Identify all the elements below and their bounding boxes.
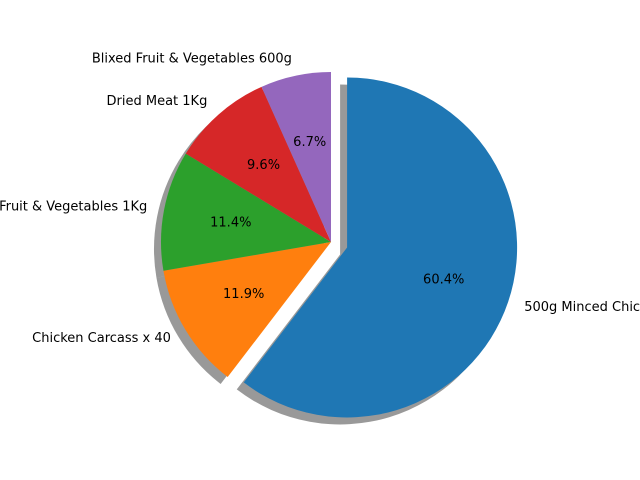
slice-label-500g-minced-chicken: 500g Minced Chicken — [524, 300, 640, 315]
pie-slices — [160, 72, 518, 418]
pie-labels: 500g Minced Chicken 60.4% Chicken Carcass … — [0, 52, 640, 347]
pie-slice-blixed-fruit-vegetables-600g — [261, 72, 331, 242]
percent-label-blixed-fruit-vegetables-1kg: 11.4% — [210, 215, 251, 230]
percent-label-chicken-carcass-x-40: 11.9% — [223, 287, 264, 302]
slice-label-blixed-fruit-vegetables-1kg: Blixed Fruit & Vegetables 1Kg — [0, 199, 147, 214]
pie-slice-500g-minced-chicken — [243, 77, 518, 418]
pie-slice-chicken-carcass-x-40 — [163, 242, 331, 377]
percent-label-500g-minced-chicken: 60.4% — [423, 273, 464, 288]
pie-slice-blixed-fruit-vegetables-1kg — [160, 153, 331, 271]
percent-label-dried-meat-1kg: 9.6% — [247, 158, 280, 173]
slice-label-blixed-fruit-vegetables-600g: Blixed Fruit & Vegetables 600g — [92, 52, 292, 67]
slice-label-dried-meat-1kg: Dried Meat 1Kg — [107, 94, 208, 109]
slice-label-chicken-carcass-x-40: Chicken Carcass x 40 — [32, 331, 171, 346]
percent-label-blixed-fruit-vegetables-600g: 6.7% — [293, 135, 326, 150]
pie-slice-dried-meat-1kg — [185, 86, 331, 242]
